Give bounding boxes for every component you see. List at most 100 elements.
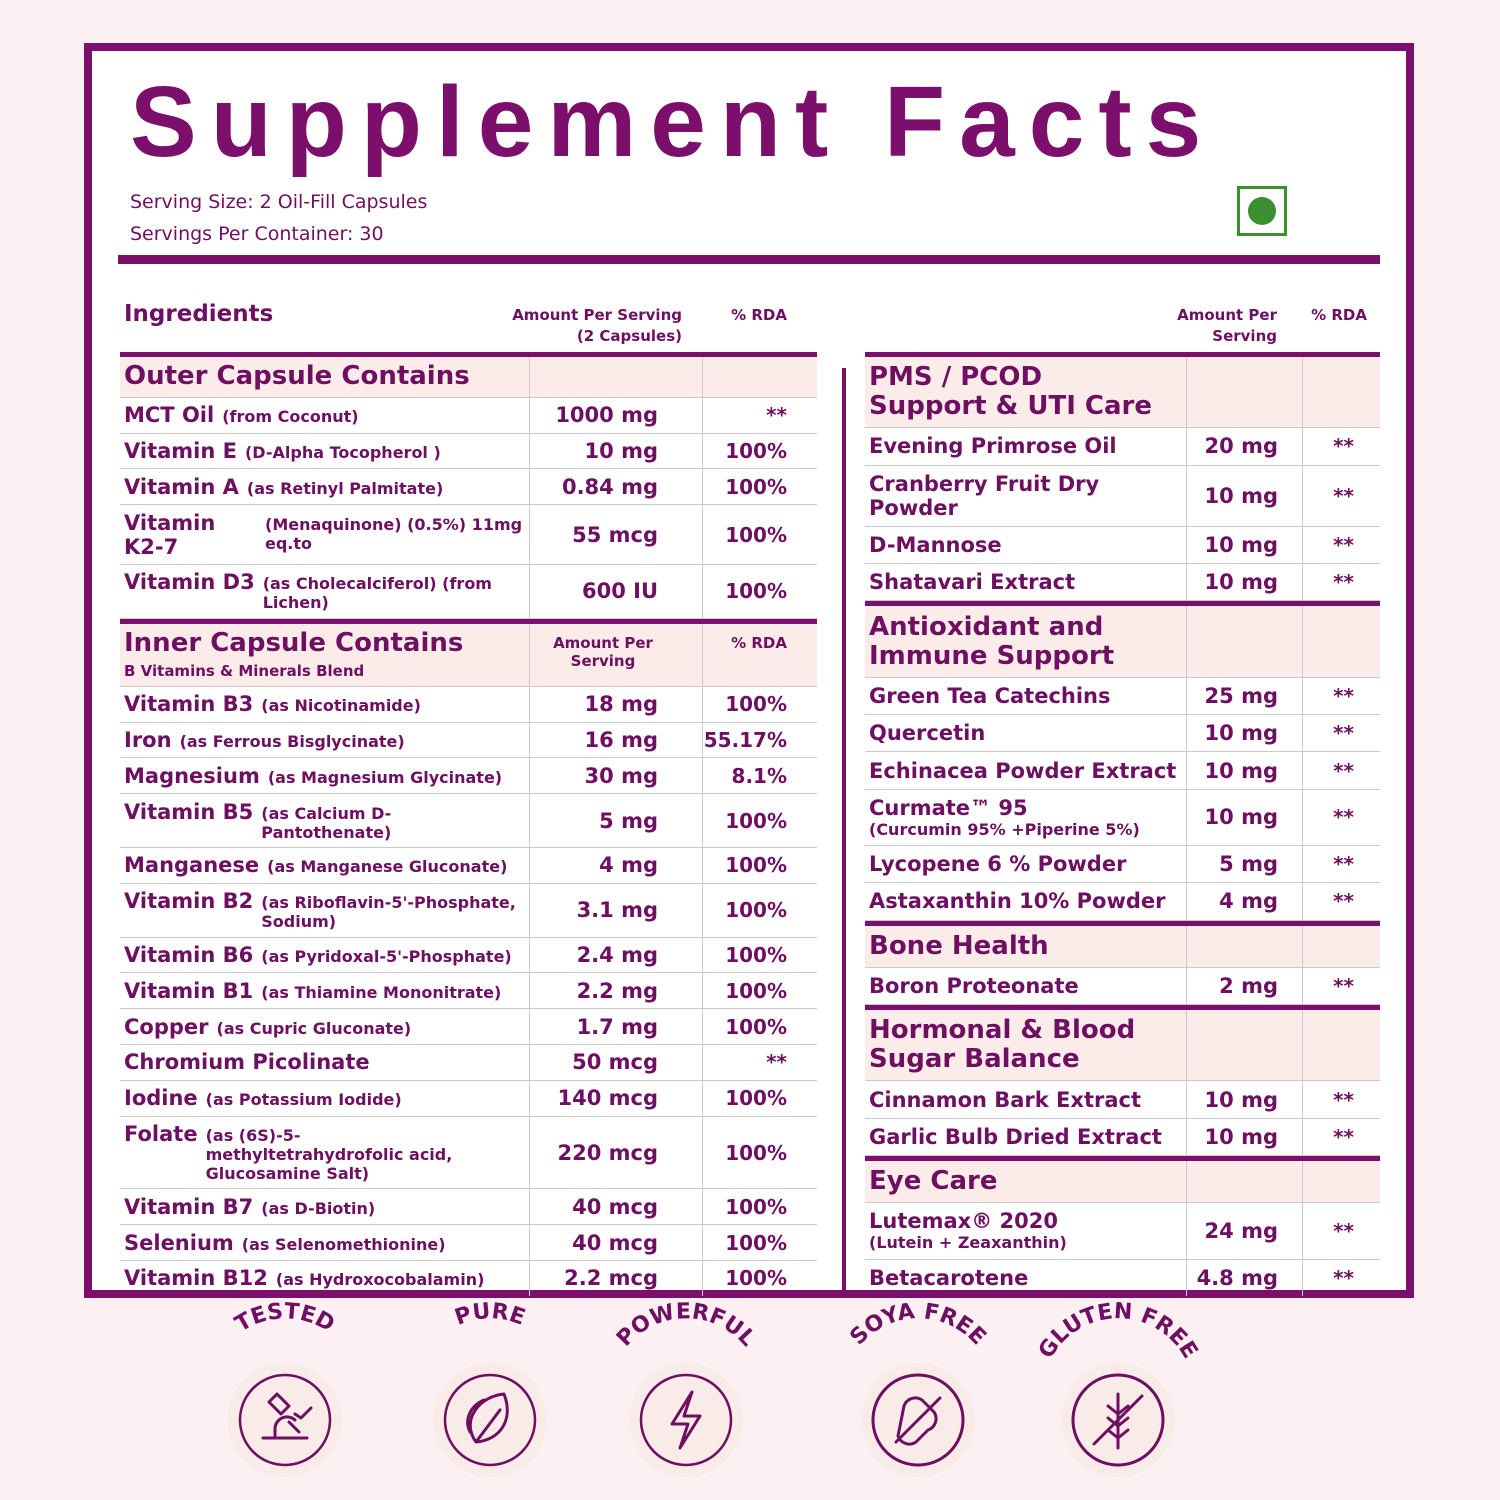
ingredient-row: Vitamin B5 (as Calcium D-Pantothenate) 5 m…: [120, 794, 817, 848]
ingredient-detail: (as Ferrous Bisglycinate): [179, 731, 405, 751]
rda: 100%: [725, 978, 787, 1003]
ingredient-name-cell: Vitamin E (D-Alpha Tocopherol ): [120, 433, 530, 469]
rda: 100%: [725, 1140, 787, 1165]
badges: TESTED PURE POWERFUL SOYA FREE GLUTEN FREE: [228, 1300, 1202, 1477]
ingredient-name-cell: Manganese (as Manganese Gluconate): [120, 847, 530, 883]
amount-cell: 2 mg: [1187, 967, 1303, 1005]
amount-cell: 10 mg: [1187, 715, 1303, 752]
ingredient-name-cell: Vitamin B1 (as Thiamine Mononitrate): [120, 973, 530, 1009]
rda-cell: 100%: [703, 1009, 817, 1044]
badge-label-path: PURE: [452, 1300, 529, 1331]
ingredient-detail: (as Riboflavin-5'-Phosphate, Sodium): [261, 893, 516, 932]
amount: 3.1 mg: [576, 898, 658, 923]
amount-cell: 50 mcg: [530, 1045, 703, 1080]
ingredient-row: Boron Proteonate 2 mg **: [865, 967, 1380, 1006]
rda: **: [1333, 805, 1354, 830]
section-header: Eye Care: [865, 1156, 1380, 1204]
rda-cell: 100%: [703, 848, 817, 883]
section-title-cell: Eye Care: [865, 1161, 1187, 1203]
ingredient-name: Vitamin B2: [124, 889, 254, 914]
amount-label: Amount Per Serving: [512, 306, 682, 324]
ingredient-name-box: Vitamin B6 (as Pyridoxal-5'-Phosphate): [124, 943, 512, 967]
badge-label: PURE: [452, 1300, 529, 1331]
ingredient-name: Lycopene 6 % Powder: [869, 852, 1127, 877]
ingredient-row: Iodine (as Potassium Iodide) 140 mcg 100%: [120, 1080, 817, 1117]
rda-cell: **: [1303, 1119, 1380, 1155]
rda: **: [1333, 434, 1354, 459]
ingredient-row: Chromium Picolinate 50 mcg **: [120, 1045, 817, 1081]
section-title: Eye Care: [869, 1166, 998, 1197]
amount: 16 mg: [584, 727, 658, 752]
section-title-cell: PMS / PCOD Support & UTI Care: [865, 357, 1187, 428]
badge-icon: [894, 1396, 942, 1446]
rda: 100%: [725, 898, 787, 923]
section-header: Outer Capsule Contains: [120, 352, 817, 398]
rda: 100%: [725, 1086, 787, 1111]
amount-cell: 0.84 mg: [530, 469, 703, 505]
ingredient-name-cell: Lycopene 6 % Powder: [865, 845, 1187, 883]
amount: 10 mg: [1204, 533, 1278, 558]
rda: 8.1%: [731, 763, 787, 788]
section-header: Antioxidant and Immune Support: [865, 601, 1380, 678]
ingredient-name-box: Vitamin D3 (as Cholecalciferol) (from Lic…: [124, 570, 523, 612]
rda-cell: **: [703, 1045, 817, 1080]
ingredient-row: Manganese (as Manganese Gluconate) 4 mg 100…: [120, 847, 817, 884]
amount-cell: 600 IU: [530, 565, 703, 618]
ingredient-row: Cranberry Fruit Dry Powder 10 mg **: [865, 465, 1380, 527]
amount: 220 mcg: [557, 1140, 658, 1165]
ingredient-name-cell: Vitamin K2-7 (Menaquinone) (0.5%) 11mg eq…: [120, 505, 530, 565]
ingredient-detail: (as Cholecalciferol) (from Lichen): [262, 574, 492, 613]
amount-cell: 25 mg: [1187, 677, 1303, 715]
amount-cell: 10 mg: [530, 433, 703, 469]
amount: 30 mg: [584, 763, 658, 788]
rda: 100%: [725, 1194, 787, 1219]
amount-cell: 20 mg: [1187, 428, 1303, 465]
amount-cell: 5 mg: [1187, 845, 1303, 883]
ingredient-name-box: D-Mannose: [869, 533, 1002, 557]
amount-cell: 10 mg: [1187, 752, 1303, 789]
ingredient-name: Folate: [124, 1122, 198, 1147]
amount: 10 mg: [1204, 1124, 1278, 1149]
ingredient-name-box: Evening Primrose Oil: [869, 434, 1117, 458]
ingredient-name-cell: Astaxanthin 10% Powder: [865, 883, 1187, 920]
ingredient-row: Green Tea Catechins 25 mg **: [865, 677, 1380, 716]
badge-label-path: GLUTEN FREE: [1034, 1300, 1202, 1363]
section-amount-cell: [1187, 925, 1303, 967]
ingredient-name-cell: Quercetin: [865, 715, 1187, 752]
rda-cell: 100%: [703, 505, 817, 564]
ingredient-row: Vitamin A (as Retinyl Palmitate) 0.84 mg 10…: [120, 469, 817, 506]
ingredient-name: Chromium Picolinate: [124, 1050, 370, 1075]
section-rda-label: % RDA: [731, 633, 787, 652]
section-title-cell: Antioxidant and Immune Support: [865, 606, 1187, 677]
badge-label: SOYA FREE: [846, 1300, 991, 1350]
amount: 140 mcg: [557, 1086, 658, 1111]
amount: 0.84 mg: [561, 474, 658, 499]
ingredient-name-cell: Garlic Bulb Dried Extract: [865, 1118, 1187, 1156]
amount-note: (2 Capsules): [576, 327, 682, 345]
amount-cell: 3.1 mg: [530, 883, 703, 937]
ingredient-name: Quercetin: [869, 721, 986, 746]
ingredient-name-box: Folate (as (6S)-5-methyltetrahydrofolic a…: [124, 1122, 466, 1183]
rda: 100%: [725, 579, 787, 604]
ingredient-row: MCT Oil (from Coconut) 1000 mg **: [120, 397, 817, 434]
amount-cell: 4 mg: [1187, 883, 1303, 920]
ingredient-row: Folate (as (6S)-5-methyltetrahydrofolic a…: [120, 1116, 817, 1190]
ingredient-name: Copper: [124, 1014, 209, 1039]
section-amount-cell: [1187, 1010, 1303, 1081]
ingredient-name: Magnesium: [124, 763, 260, 788]
rda-cell: **: [1303, 564, 1380, 600]
ingredient-detail: (as Retinyl Palmitate): [246, 478, 444, 498]
ingredient-name-box: Lutemax® 2020 (Lutein + Zeaxanthin): [869, 1209, 1067, 1252]
rda-cell: 100%: [703, 469, 817, 504]
ingredient-name-box: Manganese (as Manganese Gluconate): [124, 853, 507, 877]
rda: **: [1333, 533, 1354, 558]
rda-cell: 55.17%: [703, 723, 817, 758]
ingredient-name: Vitamin A: [124, 474, 239, 499]
ingredient-name-cell: Lutemax® 2020 (Lutein + Zeaxanthin): [865, 1203, 1187, 1259]
ingredient-name-box: Shatavari Extract: [869, 570, 1075, 594]
ingredient-row: Copper (as Cupric Gluconate) 1.7 mg 100%: [120, 1009, 817, 1045]
section-title: Antioxidant and Immune Support: [869, 611, 1115, 671]
ingredient-detail: (as Potassium Iodide): [205, 1090, 402, 1110]
ingredient-name-cell: D-Mannose: [865, 526, 1187, 564]
ingredient-name: Vitamin B3: [124, 692, 254, 717]
